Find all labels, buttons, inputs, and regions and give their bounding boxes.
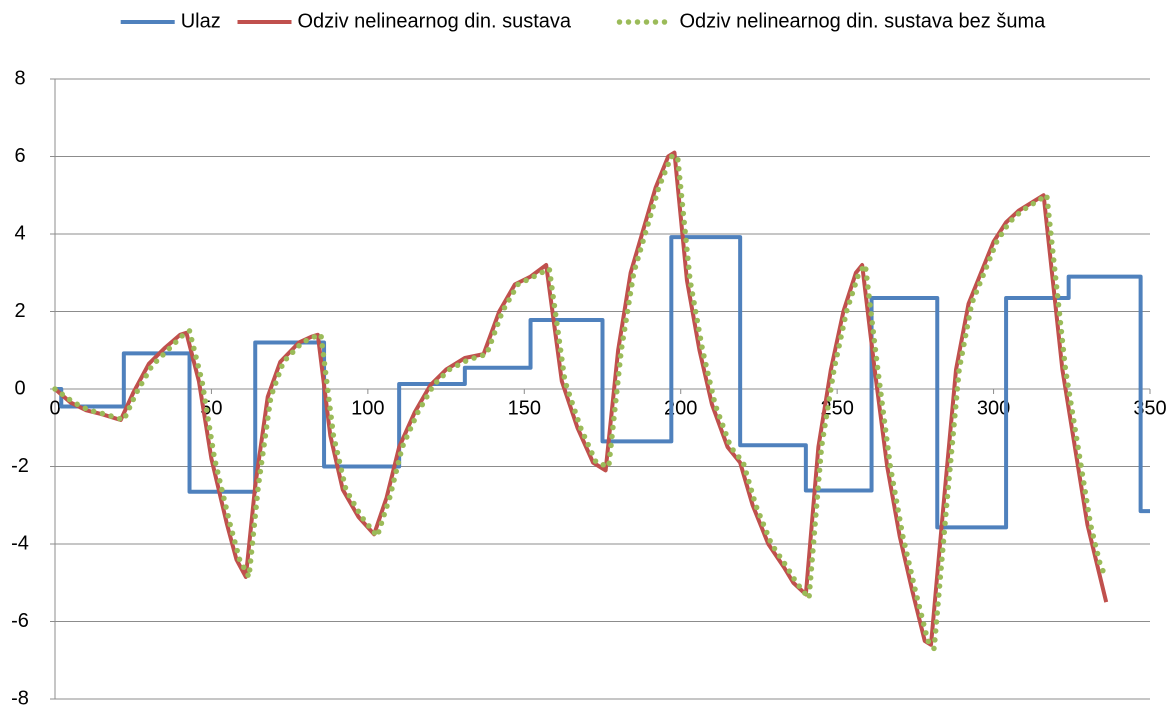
legend-label: Odziv nelinearnog din. sustava <box>298 10 572 32</box>
x-tick-label: 100 <box>351 397 384 419</box>
series-line <box>52 153 1109 656</box>
y-tick-label: -6 <box>11 610 29 632</box>
y-tick-label: -2 <box>11 455 29 477</box>
x-tick-label: 300 <box>977 397 1010 419</box>
legend-label: Odziv nelinearnog din. sustava bez šuma <box>680 10 1047 32</box>
x-tick-label: 0 <box>49 397 60 419</box>
series-line <box>53 150 1109 647</box>
x-tick-label: 350 <box>1133 397 1166 419</box>
x-tick-label: 150 <box>508 397 541 419</box>
y-tick-label: 8 <box>14 67 25 89</box>
x-tick-label: 250 <box>820 397 853 419</box>
y-tick-label: 4 <box>14 222 25 244</box>
y-tick-label: 6 <box>14 145 25 167</box>
legend-label: Ulaz <box>181 10 221 32</box>
series-line <box>55 235 1150 530</box>
y-tick-label: -8 <box>11 687 29 707</box>
x-tick-label: 200 <box>664 397 697 419</box>
y-tick-label: 2 <box>14 300 25 322</box>
y-tick-label: 0 <box>14 377 25 399</box>
y-tick-label: -4 <box>11 532 29 554</box>
